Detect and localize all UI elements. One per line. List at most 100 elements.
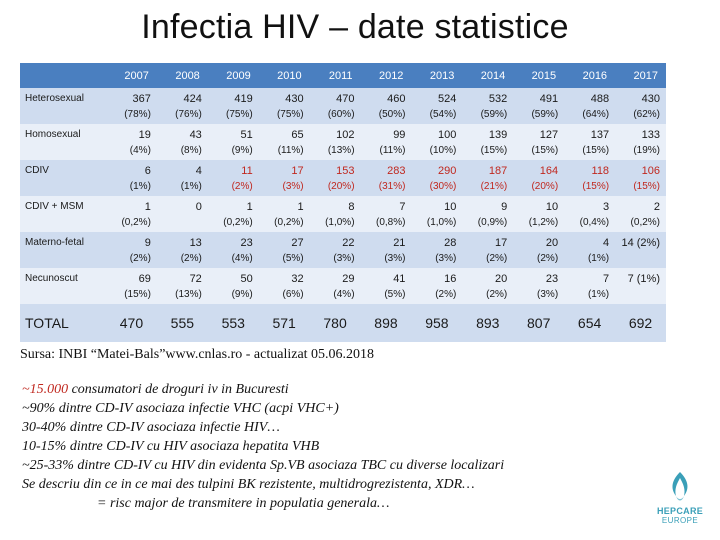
cell-percent: (2%) (486, 253, 508, 264)
cell-value: 9 (501, 201, 508, 213)
table-cell: 290 (30%) (411, 160, 462, 196)
table-cell: 187 (21%) (462, 160, 513, 196)
cell-value: 14 (2%) (621, 237, 660, 249)
total-value: 654 (577, 315, 602, 331)
total-value: 571 (272, 315, 296, 331)
table-cell: 32 (6%) (259, 268, 310, 304)
logo-mark-icon (672, 472, 688, 501)
cell-value: 470 (336, 93, 355, 105)
year-header: 2007 (106, 63, 157, 88)
cell-percent: (15%) (124, 289, 151, 300)
table-cell: 10 (1,2%) (513, 196, 564, 232)
cell-value: 153 (336, 165, 355, 177)
cell-percent: (10%) (429, 145, 457, 156)
cell-value: 118 (591, 165, 610, 177)
cell-value: 1 (297, 201, 304, 213)
cell-percent: (50%) (378, 109, 406, 120)
cell-percent: (1%) (587, 253, 610, 264)
cell-percent: (0,8%) (375, 217, 406, 228)
cell-value: 424 (183, 93, 202, 105)
page-title: Infectia HIV – date statistice (141, 8, 569, 46)
cell-value: 10 (545, 201, 559, 213)
year-header: 2011 (309, 63, 361, 88)
cell-percent: (2%) (231, 181, 253, 192)
note-line: ~15.000 consumatori de droguri iv in Buc… (22, 380, 642, 399)
cell-value: 460 (387, 93, 406, 105)
table-cell: 430 (62%) (615, 88, 666, 124)
cell-percent: (3%) (435, 253, 457, 264)
cell-percent: (3%) (282, 181, 304, 192)
cell-value: 99 (393, 129, 406, 141)
cell-percent: (15%) (582, 145, 610, 156)
cell-value: 367 (132, 93, 151, 105)
cell-value: 27 (291, 237, 304, 249)
cell-percent: (3%) (537, 289, 559, 300)
table-cell: 21 (3%) (361, 232, 412, 268)
table-cell: 367 (78%) (106, 88, 157, 124)
cell-value: 491 (539, 93, 559, 105)
total-value: 470 (119, 315, 144, 331)
table-row: CDIV + MSM 1 (0,2%) 0 1 (0,2%) 1 (0,2%) 8 (1,0%) 7… (20, 196, 666, 232)
total-value: 898 (374, 315, 398, 331)
table-cell: 532 (59%) (462, 88, 513, 124)
table-row: Materno-fetal 9 (2%) 13 (2%) 23 (4%) 27 (5%) 22 (3… (20, 232, 666, 268)
cell-value: 20 (545, 237, 559, 249)
cell-value: 17 (495, 237, 508, 249)
cell-percent: (75%) (276, 109, 304, 120)
cell-value: 524 (437, 93, 457, 105)
table-cell: 72 (13%) (157, 268, 208, 304)
row-label: CDIV (25, 165, 49, 176)
table-cell: 100 (10%) (411, 124, 462, 160)
cell-percent: (21%) (480, 181, 508, 192)
year-header: 2009 (207, 63, 259, 88)
table-cell: 27 (5%) (259, 232, 310, 268)
cell-percent: (11%) (379, 145, 406, 156)
cell-value: 488 (590, 93, 610, 105)
cell-percent: (1,0%) (325, 217, 355, 228)
cell-percent: (64%) (582, 109, 610, 120)
table-cell: 164 (20%) (513, 160, 564, 196)
total-value: 893 (476, 315, 500, 331)
row-label: Necunoscut (25, 273, 78, 284)
cell-value: 16 (444, 273, 457, 285)
table-cell: 6 (1%) (106, 160, 157, 196)
table-cell: 43 (8%) (157, 124, 208, 160)
note-line: 30-40% dintre CD-IV asociaza infectie HI… (22, 420, 280, 435)
table-cell: 3 (0,4%) (564, 196, 615, 232)
cell-percent: (9%) (231, 145, 253, 156)
cell-value: 32 (291, 273, 304, 285)
table-cell: 23 (3%) (513, 268, 564, 304)
cell-percent: (15%) (480, 145, 508, 156)
cell-value: 50 (240, 273, 253, 285)
cell-percent: (6%) (282, 289, 304, 300)
logo-text-secondary: EUROPE (661, 516, 699, 525)
cell-value: 23 (545, 273, 559, 285)
cell-percent: (78%) (124, 109, 151, 120)
cell-percent: (4%) (129, 145, 151, 156)
cell-percent: (59%) (531, 109, 559, 120)
cell-value: 139 (488, 129, 508, 141)
table-cell: 127 (15%) (513, 124, 564, 160)
cell-value: 430 (641, 93, 660, 105)
table-cell: 7 (1%) (564, 268, 615, 304)
cell-value: 133 (641, 129, 660, 141)
table-cell: 524 (54%) (411, 88, 462, 124)
row-label: CDIV + MSM (25, 201, 84, 212)
cell-value: 9 (144, 237, 151, 249)
cell-percent: (54%) (429, 109, 457, 120)
cell-value: 187 (488, 165, 508, 177)
cell-value: 4 (602, 237, 610, 249)
table-cell: 1 (0,2%) (208, 196, 259, 232)
table-cell: 51 (9%) (208, 124, 259, 160)
cell-value: 0 (195, 201, 202, 213)
cell-percent: (59%) (480, 109, 508, 120)
row-label: Homosexual (25, 129, 81, 140)
cell-value: 51 (240, 129, 253, 141)
cell-percent: (4%) (231, 253, 253, 264)
total-value: 807 (527, 315, 551, 331)
cell-value: 283 (387, 165, 406, 177)
cell-value: 19 (138, 129, 151, 141)
table-cell: 419 (75%) (208, 88, 259, 124)
table-cell: 20 (2%) (462, 268, 513, 304)
cell-percent: (62%) (633, 109, 660, 120)
